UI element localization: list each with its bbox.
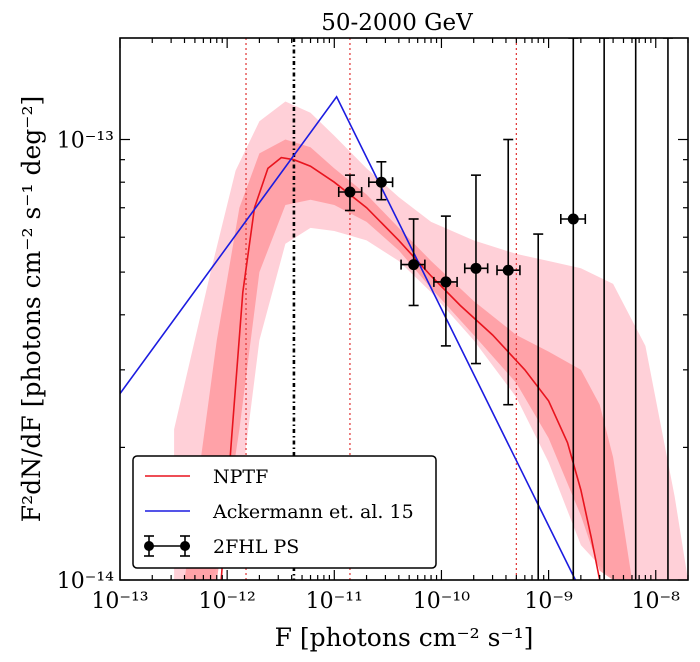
legend-entry-1: NPTF (145, 466, 268, 488)
y-axis-label: F²dN/dF [photons cm⁻² s⁻¹ deg⁻²] (17, 96, 46, 523)
x-axis-label: F [photons cm⁻² s⁻¹] (275, 623, 534, 652)
axis-ticks (119, 38, 689, 581)
legend: NPTF Ackermann et. al. 15 2FHL PS (132, 455, 437, 569)
x-tick-label: 10⁻¹⁰ (413, 589, 470, 614)
data-point-marker (344, 186, 356, 198)
legend-label: 2FHL PS (213, 536, 299, 558)
nptf-band-68 (184, 139, 632, 580)
x-tick-label: 10⁻⁸ (632, 589, 681, 614)
nptf-line (220, 156, 601, 580)
data-point-2 (368, 161, 394, 201)
data-point-marker (470, 262, 482, 274)
x-tick-labels: 10⁻¹³ 10⁻¹² 10⁻¹¹ 10⁻¹⁰ 10⁻⁹ 10⁻⁸ (91, 589, 680, 614)
plot-frame (119, 37, 689, 581)
x-tick-label: 10⁻¹³ (91, 589, 148, 614)
data-point-marker (408, 259, 420, 271)
legend-swatch-marker (180, 541, 190, 551)
x-tick-label: 10⁻¹¹ (306, 589, 363, 614)
legend-label: Ackermann et. al. 15 (212, 501, 414, 523)
data-point-marker (375, 176, 387, 188)
x-tick-label: 10⁻⁹ (524, 589, 573, 614)
legend-box (132, 455, 437, 569)
data-point-marker (440, 276, 452, 288)
data-point-marker (502, 264, 514, 276)
ackermann-line (120, 95, 577, 580)
legend-entry-3: 2FHL PS (144, 535, 299, 558)
y-tick-labels: 10⁻¹⁴ 10⁻¹³ (57, 129, 114, 594)
y-tick-label: 10⁻¹³ (57, 129, 114, 154)
chart-title: 50-2000 GeV (321, 10, 473, 36)
data-point-marker (567, 213, 579, 225)
data-point-7 (560, 38, 587, 580)
y-tick-label: 10⁻¹⁴ (57, 569, 114, 594)
legend-entry-2: Ackermann et. al. 15 (145, 501, 414, 523)
x-tick-label: 10⁻¹² (199, 589, 256, 614)
data-point-6 (496, 138, 521, 406)
legend-swatch-marker (144, 541, 154, 551)
legend-label: NPTF (213, 466, 268, 488)
data-point-3 (400, 218, 426, 307)
data-point-5 (463, 174, 489, 365)
data-point-1 (337, 174, 363, 212)
data-point-4 (433, 215, 458, 347)
plot-area (120, 38, 688, 580)
